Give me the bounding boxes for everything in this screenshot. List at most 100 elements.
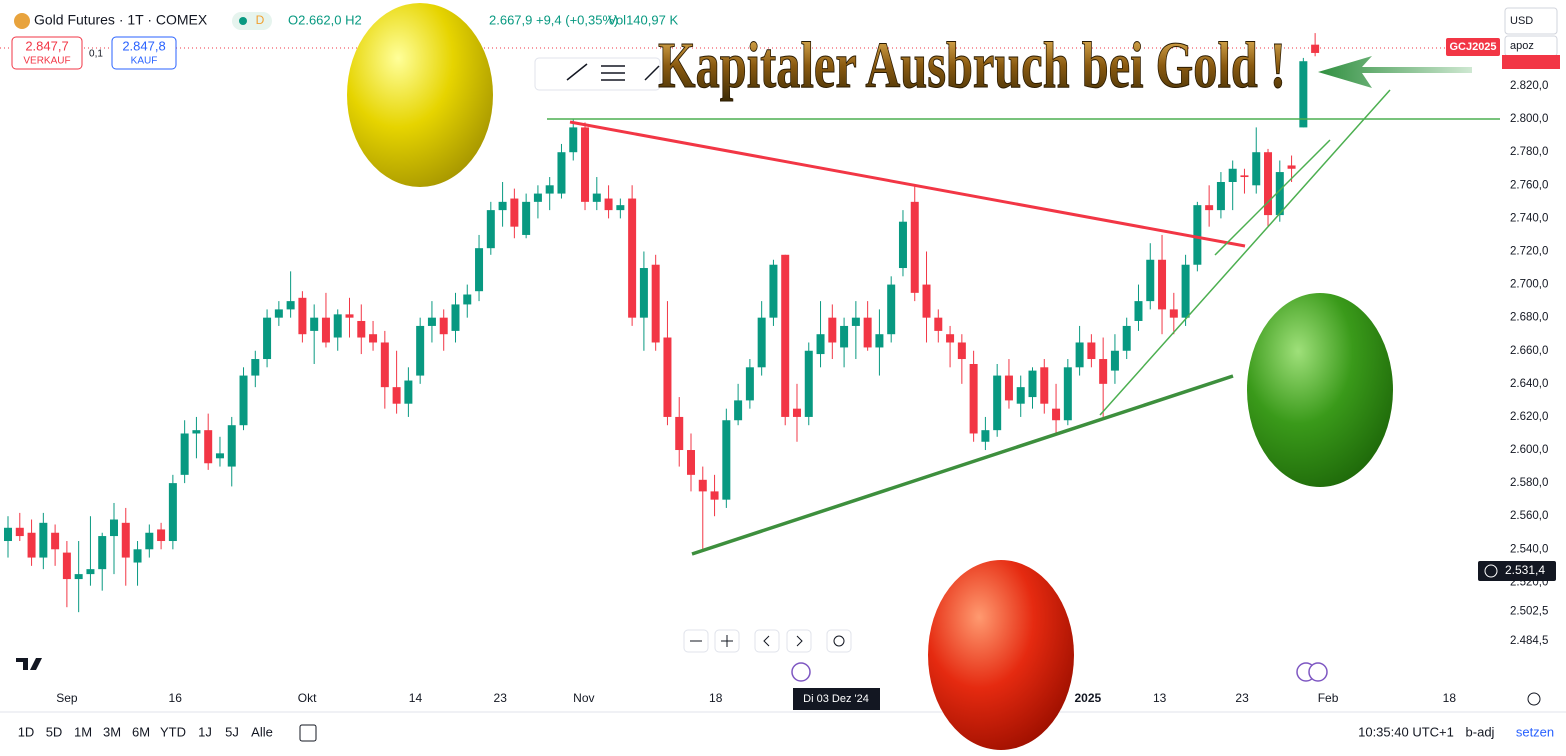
y-tick-label: 2.640,0 xyxy=(1510,378,1548,390)
candle-body xyxy=(533,193,542,202)
headline: Kapitaler Ausbruch bei Gold ! xyxy=(658,29,1286,102)
candle-body xyxy=(1122,325,1131,351)
candle-body xyxy=(616,205,625,211)
symbol: Gold Futures · 1T · COMEX xyxy=(34,12,208,28)
candle-body xyxy=(463,294,472,305)
candle-body xyxy=(416,325,425,376)
candle-body xyxy=(133,549,142,563)
candle-body xyxy=(604,198,613,211)
support-line xyxy=(1099,89,1391,416)
candle-body xyxy=(1087,342,1096,360)
scroll-left[interactable] xyxy=(754,629,780,653)
candle-body xyxy=(875,334,884,348)
y-tick-label: 2.760,0 xyxy=(1510,179,1548,191)
candle-body xyxy=(1169,309,1178,318)
candle-body xyxy=(145,532,154,550)
x-tick-label: 18 xyxy=(709,691,723,705)
scroll-right[interactable] xyxy=(786,629,812,653)
sell-button[interactable] xyxy=(11,36,83,70)
settings-link[interactable]: setzen xyxy=(1516,724,1554,739)
candle-body xyxy=(251,359,260,376)
candle-body xyxy=(840,325,849,348)
candle-body xyxy=(333,314,342,338)
reset[interactable] xyxy=(826,629,852,653)
range-button[interactable]: Alle xyxy=(251,724,273,739)
candle-body xyxy=(757,317,766,368)
candle-body xyxy=(86,569,95,575)
toolbar-icons[interactable] xyxy=(566,63,660,81)
support-line xyxy=(1214,139,1331,256)
candle-body xyxy=(1052,408,1061,421)
range-button[interactable]: 1M xyxy=(74,724,92,739)
candle-body xyxy=(957,342,966,360)
candle-body xyxy=(357,320,366,338)
candle-body xyxy=(946,334,955,343)
candle-body xyxy=(39,522,48,558)
candle-body xyxy=(910,201,919,293)
buy-label: KAUF xyxy=(131,56,158,67)
range-button[interactable]: 5J xyxy=(225,724,239,739)
candle-body xyxy=(451,304,460,331)
y-tick-label: 2.660,0 xyxy=(1510,345,1548,357)
candle-body xyxy=(722,420,731,500)
crosshair-date: Di 03 Dez '24 xyxy=(803,693,869,705)
buy-button[interactable] xyxy=(111,36,177,70)
candle-body xyxy=(592,193,601,202)
icon xyxy=(796,635,803,647)
nav-controls xyxy=(683,629,852,653)
range-button[interactable]: 3M xyxy=(103,724,121,739)
candle-body xyxy=(1016,387,1025,404)
candle-body xyxy=(628,198,637,318)
crosshair-date-box xyxy=(793,688,880,710)
candle-body xyxy=(427,317,436,326)
candle-body xyxy=(993,375,1002,431)
x-tick-label: 23 xyxy=(1235,691,1249,705)
event-icon[interactable] xyxy=(1308,662,1328,682)
price-axis xyxy=(1500,0,1566,712)
range-button[interactable]: 5D xyxy=(46,724,63,739)
settings-icon[interactable] xyxy=(1527,692,1541,706)
y-tick-label: 2.620,0 xyxy=(1510,411,1548,423)
candle-body xyxy=(922,284,931,318)
plus-icon[interactable] xyxy=(1484,564,1498,578)
y-tick-label: 2.484,5 xyxy=(1510,635,1548,647)
buy-price: 2.847,8 xyxy=(122,38,165,53)
y-tick-label: 2.580,0 xyxy=(1510,477,1548,489)
currency-box[interactable] xyxy=(1504,7,1558,35)
crosshair-price: 2.531,4 xyxy=(1505,563,1545,577)
event-icon[interactable] xyxy=(791,662,811,682)
candle-body xyxy=(439,317,448,335)
crosshair-price-box xyxy=(1478,561,1556,581)
candle-body xyxy=(687,450,696,475)
candle-body xyxy=(1158,259,1167,310)
candle-body xyxy=(310,317,319,331)
candle-body xyxy=(15,527,24,537)
x-tick-label: Nov xyxy=(573,691,594,705)
candle-body xyxy=(51,532,60,550)
date-range-icon[interactable] xyxy=(299,724,317,742)
candle-body xyxy=(1075,342,1084,368)
candle-body xyxy=(816,334,825,355)
candle-body xyxy=(157,529,166,542)
range-button[interactable]: 6M xyxy=(132,724,150,739)
x-tick-label: 18 xyxy=(1443,691,1457,705)
candle-body xyxy=(1134,301,1143,321)
range-button[interactable]: 1D xyxy=(18,724,35,739)
candle-body xyxy=(898,221,907,269)
adjust[interactable]: b-adj xyxy=(1466,724,1495,739)
range-button[interactable]: 1J xyxy=(198,724,212,739)
icon xyxy=(833,635,845,647)
mode: apoz xyxy=(1510,40,1534,52)
y-tick-label: 2.700,0 xyxy=(1510,279,1548,291)
candle-body xyxy=(215,453,224,459)
candle-body xyxy=(1311,44,1320,53)
icon xyxy=(721,635,733,647)
range-button[interactable]: YTD xyxy=(160,724,186,739)
price-labels: 2.820,0 2.800,0 2.780,0 2.760,0 2.740,0 2.720… xyxy=(1510,80,1548,647)
candle-body xyxy=(274,309,283,318)
candle-body xyxy=(98,536,107,570)
lower-trend-line xyxy=(691,374,1234,556)
upper-trend-line xyxy=(569,120,1246,248)
candle-body xyxy=(180,433,189,475)
